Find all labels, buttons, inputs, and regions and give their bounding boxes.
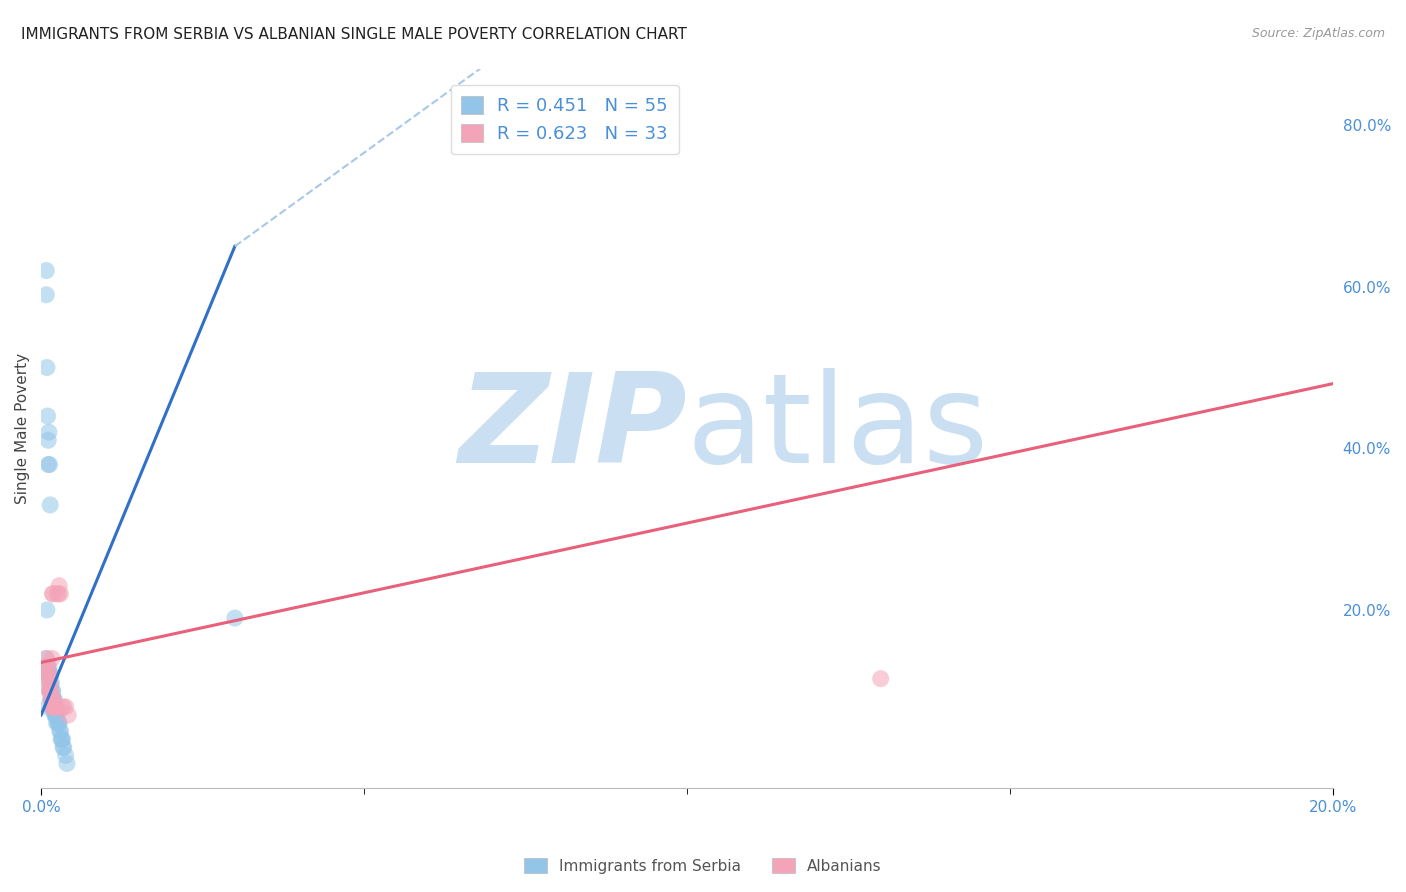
- Point: [38, 667, 60, 681]
- Point: [42, 691, 65, 706]
- Point: [44, 700, 66, 714]
- Point: [39, 683, 62, 698]
- Point: [41, 675, 63, 690]
- Point: [45, 708, 67, 723]
- Point: [51, 732, 73, 747]
- Legend: R = 0.451   N = 55, R = 0.623   N = 33: R = 0.451 N = 55, R = 0.623 N = 33: [450, 85, 679, 154]
- Point: [49, 587, 72, 601]
- Point: [41, 700, 63, 714]
- Point: [44, 708, 66, 723]
- Point: [38, 675, 60, 690]
- Point: [224, 611, 246, 625]
- Point: [39, 691, 62, 706]
- Point: [44, 700, 66, 714]
- Point: [45, 708, 67, 723]
- Point: [44, 700, 66, 714]
- Point: [41, 683, 63, 698]
- Point: [35, 287, 58, 301]
- Point: [41, 691, 63, 706]
- Point: [52, 740, 75, 755]
- Point: [35, 659, 58, 673]
- Point: [42, 587, 65, 601]
- Point: [37, 458, 59, 472]
- Point: [55, 700, 77, 714]
- Y-axis label: Single Male Poverty: Single Male Poverty: [15, 352, 30, 504]
- Point: [42, 691, 65, 706]
- Point: [42, 700, 65, 714]
- Point: [49, 724, 72, 739]
- Point: [42, 587, 65, 601]
- Point: [38, 458, 60, 472]
- Point: [37, 434, 59, 448]
- Point: [38, 683, 60, 698]
- Point: [39, 683, 62, 698]
- Point: [51, 732, 73, 747]
- Point: [48, 587, 70, 601]
- Point: [42, 691, 65, 706]
- Point: [45, 708, 67, 723]
- Point: [869, 672, 891, 686]
- Point: [46, 716, 69, 731]
- Point: [55, 748, 77, 763]
- Point: [42, 683, 65, 698]
- Point: [37, 667, 59, 681]
- Point: [37, 409, 59, 423]
- Point: [42, 700, 65, 714]
- Point: [38, 659, 60, 673]
- Point: [58, 708, 80, 723]
- Point: [35, 651, 58, 665]
- Point: [39, 683, 62, 698]
- Point: [38, 675, 60, 690]
- Text: IMMIGRANTS FROM SERBIA VS ALBANIAN SINGLE MALE POVERTY CORRELATION CHART: IMMIGRANTS FROM SERBIA VS ALBANIAN SINGL…: [21, 27, 688, 42]
- Point: [39, 667, 62, 681]
- Point: [42, 691, 65, 706]
- Text: atlas: atlas: [688, 368, 988, 489]
- Point: [46, 587, 69, 601]
- Point: [51, 700, 73, 714]
- Point: [45, 700, 67, 714]
- Point: [52, 740, 75, 755]
- Legend: Immigrants from Serbia, Albanians: Immigrants from Serbia, Albanians: [519, 852, 887, 880]
- Point: [42, 700, 65, 714]
- Point: [42, 700, 65, 714]
- Point: [37, 659, 59, 673]
- Point: [39, 675, 62, 690]
- Point: [39, 691, 62, 706]
- Point: [48, 579, 70, 593]
- Point: [39, 667, 62, 681]
- Point: [35, 651, 58, 665]
- Point: [35, 360, 58, 375]
- Point: [45, 716, 67, 731]
- Point: [41, 651, 63, 665]
- Point: [48, 716, 70, 731]
- Point: [44, 708, 66, 723]
- Point: [37, 659, 59, 673]
- Point: [46, 708, 69, 723]
- Point: [37, 667, 59, 681]
- Point: [37, 700, 59, 714]
- Point: [52, 700, 75, 714]
- Point: [41, 691, 63, 706]
- Point: [35, 603, 58, 617]
- Point: [56, 756, 79, 771]
- Point: [41, 700, 63, 714]
- Point: [35, 263, 58, 277]
- Point: [44, 700, 66, 714]
- Point: [44, 700, 66, 714]
- Point: [39, 498, 62, 512]
- Point: [49, 732, 72, 747]
- Point: [48, 716, 70, 731]
- Point: [38, 683, 60, 698]
- Point: [49, 724, 72, 739]
- Text: ZIP: ZIP: [458, 368, 688, 489]
- Point: [38, 425, 60, 440]
- Point: [37, 667, 59, 681]
- Point: [38, 667, 60, 681]
- Point: [42, 700, 65, 714]
- Text: Source: ZipAtlas.com: Source: ZipAtlas.com: [1251, 27, 1385, 40]
